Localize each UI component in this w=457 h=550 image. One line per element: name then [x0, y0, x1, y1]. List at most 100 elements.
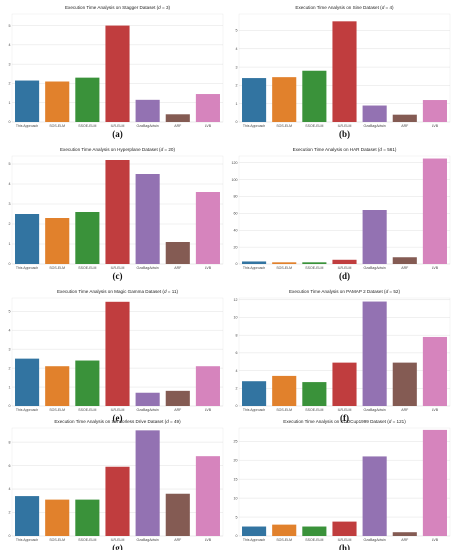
- y-tick-label: 10: [234, 316, 238, 320]
- x-tick-label: ARF: [401, 124, 408, 128]
- chart-title: Execution Time Analysis on Stagger Datas…: [65, 5, 171, 10]
- x-tick-label: SOS-ELM: [276, 266, 292, 270]
- x-tick-label: This Approach: [16, 408, 38, 412]
- y-tick-label: 0: [236, 404, 238, 408]
- chart-panel-2: Execution Time Analysis on Sine Dataset …: [236, 5, 451, 139]
- x-tick-label: This Approach: [16, 124, 38, 128]
- y-tick-label: 1: [9, 101, 11, 105]
- subfigure-label: (f): [340, 413, 349, 423]
- x-tick-label: OzaBagAdwin: [364, 266, 386, 270]
- y-tick-label: 3: [236, 65, 238, 69]
- bar-arf: [165, 493, 190, 536]
- x-tick-label: LVB: [432, 538, 439, 542]
- bar-arf: [392, 532, 417, 536]
- y-tick-label: 4: [9, 487, 11, 491]
- bar-ozabagadwin: [135, 430, 160, 536]
- bar-ozabagadwin: [362, 456, 387, 536]
- x-tick-label: ARF: [401, 266, 408, 270]
- subfigure-label: (b): [339, 129, 350, 139]
- bar-ozabagadwin: [135, 392, 160, 406]
- x-tick-label: SSOE-ELM: [305, 124, 323, 128]
- x-tick-label: ILR-ELM: [111, 538, 125, 542]
- x-tick-label: LVB: [205, 266, 212, 270]
- bar-ilr-elm: [105, 301, 130, 406]
- bar-lvb: [422, 429, 447, 536]
- bar-sos-elm: [45, 366, 70, 406]
- y-tick-label: 0: [9, 262, 11, 266]
- chart-title: Execution Time Analysis on KDDCup1999 Da…: [283, 419, 406, 424]
- bar-sos-elm: [272, 524, 297, 536]
- bar-arf: [165, 242, 190, 264]
- bar-lvb: [195, 456, 220, 536]
- x-tick-label: SSOE-ELM: [78, 124, 96, 128]
- y-tick-label: 2: [9, 222, 11, 226]
- y-tick-label: 5: [9, 162, 11, 166]
- y-tick-label: 0: [236, 120, 238, 124]
- y-tick-label: 2: [9, 82, 11, 86]
- bar-ssoe-elm: [75, 360, 100, 406]
- x-tick-label: ILR-ELM: [338, 266, 352, 270]
- x-tick-label: SOS-ELM: [49, 408, 65, 412]
- y-tick-label: 3: [9, 62, 11, 66]
- x-tick-label: ARF: [174, 538, 181, 542]
- x-tick-label: ILR-ELM: [111, 408, 125, 412]
- bar-arf: [392, 114, 417, 122]
- y-tick-label: 5: [9, 309, 11, 313]
- bar-lvb: [195, 192, 220, 264]
- y-tick-label: 4: [9, 43, 11, 47]
- chart-panel-6: Execution Time Analysis on PAMAP 2 Datas…: [234, 289, 451, 423]
- bar-sos-elm: [272, 77, 297, 122]
- bar-ozabagadwin: [362, 301, 387, 406]
- x-tick-label: OzaBagAdwin: [137, 538, 159, 542]
- bar-ssoe-elm: [302, 70, 327, 122]
- chart-panel-7: Execution Time Analysis on Sensorless Dr…: [9, 419, 224, 550]
- bar-this-approach: [242, 261, 267, 264]
- x-tick-label: LVB: [205, 538, 212, 542]
- bar-ssoe-elm: [302, 262, 327, 264]
- x-tick-label: This Approach: [243, 124, 265, 128]
- x-tick-label: OzaBagAdwin: [137, 408, 159, 412]
- bar-this-approach: [15, 80, 40, 122]
- y-tick-label: 0: [236, 262, 238, 266]
- subfigure-label: (e): [113, 413, 123, 423]
- x-tick-label: SOS-ELM: [49, 124, 65, 128]
- chart-panel-1: Execution Time Analysis on Stagger Datas…: [9, 5, 224, 139]
- bar-arf: [165, 390, 190, 406]
- bar-ilr-elm: [105, 160, 130, 264]
- chart-title: Execution Time Analysis on Magic Gamma D…: [57, 289, 179, 294]
- y-tick-label: 100: [232, 178, 238, 182]
- chart-title: Execution Time Analysis on Hyperplane Da…: [60, 147, 176, 152]
- y-tick-label: 5: [236, 515, 238, 519]
- bar-arf: [165, 114, 190, 122]
- x-tick-label: This Approach: [16, 266, 38, 270]
- y-tick-label: 20: [234, 245, 238, 249]
- y-tick-label: 4: [9, 328, 11, 332]
- y-tick-label: 80: [234, 195, 238, 199]
- bar-lvb: [422, 336, 447, 406]
- bar-lvb: [422, 100, 447, 122]
- bar-ozabagadwin: [135, 174, 160, 264]
- y-tick-label: 1: [9, 385, 11, 389]
- x-tick-label: ARF: [401, 408, 408, 412]
- bar-this-approach: [15, 496, 40, 536]
- x-tick-label: ARF: [174, 408, 181, 412]
- x-tick-label: SSOE-ELM: [305, 266, 323, 270]
- x-tick-label: LVB: [432, 266, 439, 270]
- x-tick-label: OzaBagAdwin: [364, 408, 386, 412]
- x-tick-label: SOS-ELM: [276, 538, 292, 542]
- x-tick-label: LVB: [205, 408, 212, 412]
- x-tick-label: SSOE-ELM: [305, 538, 323, 542]
- bar-ssoe-elm: [75, 212, 100, 264]
- y-tick-label: 2: [9, 366, 11, 370]
- bar-lvb: [195, 94, 220, 122]
- bar-ilr-elm: [332, 259, 357, 264]
- y-tick-label: 0: [236, 534, 238, 538]
- y-tick-label: 12: [234, 298, 238, 302]
- y-tick-label: 8: [236, 333, 238, 337]
- y-tick-label: 4: [9, 182, 11, 186]
- y-tick-label: 0: [9, 534, 11, 538]
- bar-arf: [392, 362, 417, 406]
- y-tick-label: 20: [234, 458, 238, 462]
- bar-sos-elm: [45, 81, 70, 122]
- y-tick-label: 0: [9, 404, 11, 408]
